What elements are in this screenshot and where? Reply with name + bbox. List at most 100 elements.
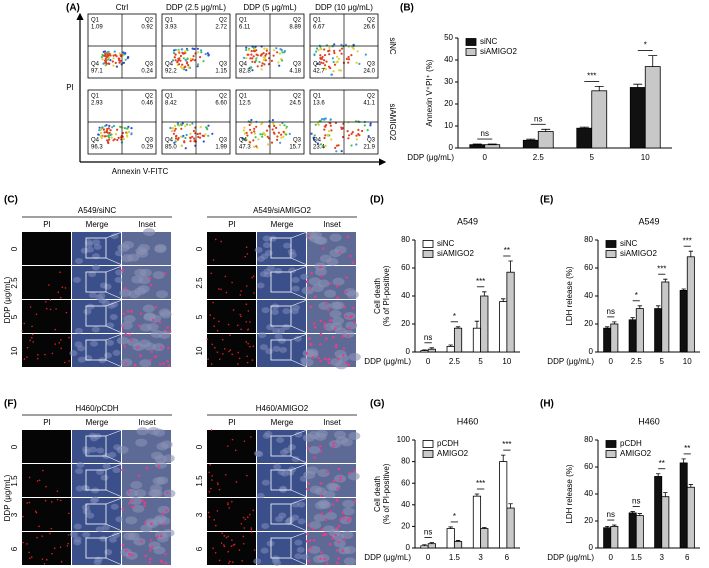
inset-line (105, 333, 123, 341)
flow-event (355, 134, 358, 137)
flow-event (108, 124, 111, 127)
pi-dot (121, 269, 124, 272)
error-bar (637, 305, 642, 309)
quadrant-name: Q4 (313, 138, 322, 144)
pi-dot (154, 355, 157, 358)
pi-dot (41, 558, 44, 560)
flow-event (276, 138, 279, 141)
flow-event (324, 144, 327, 147)
flow-event (186, 61, 189, 64)
flow-event (317, 49, 320, 52)
cell (135, 438, 148, 447)
legend-swatch (465, 38, 477, 46)
flow-event (261, 122, 264, 125)
flow-event (178, 57, 181, 60)
pi-dot (28, 551, 30, 554)
pi-dot (240, 290, 242, 292)
flow-event (328, 53, 331, 56)
error-bar (630, 317, 635, 320)
pi-dot (319, 265, 323, 269)
bar (603, 527, 612, 549)
cell (86, 303, 95, 310)
pi-dot (23, 358, 26, 360)
flow-event (172, 51, 176, 55)
pi-dot (239, 313, 242, 316)
flow-event (110, 136, 113, 139)
flow-event (252, 139, 255, 142)
flow-event (174, 59, 177, 62)
quadrant-value: 24.5 (289, 101, 301, 107)
pi-dot (244, 255, 247, 258)
pi-dot (49, 299, 52, 301)
cell (314, 487, 327, 496)
pi-dot (332, 479, 336, 483)
significance-label: ns (607, 510, 615, 519)
pi-dot (50, 501, 53, 503)
bar (591, 90, 608, 149)
pi-dot (351, 306, 355, 310)
flow-event (340, 127, 343, 131)
pi-dot (67, 534, 70, 536)
pi-dot (148, 561, 151, 564)
flow-event (130, 127, 133, 130)
row-label: 5 (195, 314, 204, 319)
legend-label: siNC (480, 37, 498, 46)
pi-dot (317, 356, 320, 360)
pi-dot (226, 445, 229, 447)
pi-dot (26, 356, 28, 358)
cell (100, 474, 109, 481)
flow-event (193, 137, 196, 140)
flow-event (334, 121, 338, 124)
y-tick-label: 40 (401, 500, 410, 509)
x-tick-label: 5 (660, 357, 665, 366)
pi-dot (327, 308, 330, 312)
y-axis-label: (% of PI-positive) (382, 265, 391, 326)
pi-dot (240, 315, 242, 318)
bar (499, 301, 508, 353)
pi-image (207, 532, 256, 565)
inset-line (290, 531, 308, 539)
cell (75, 468, 84, 475)
flow-event (171, 59, 175, 62)
cell (110, 503, 119, 510)
legend-swatch (605, 440, 617, 448)
quadrant-value: 23.4 (313, 145, 325, 151)
pi-dot (44, 353, 46, 356)
pi-dot (333, 327, 337, 330)
flow-event (193, 47, 196, 51)
flow-event (174, 53, 177, 56)
bar (644, 66, 661, 149)
flow-event (196, 132, 199, 136)
pi-dot (156, 535, 159, 539)
error-bar (482, 291, 487, 296)
pi-dot (167, 364, 171, 367)
bar (679, 462, 688, 549)
y-tick-label: 0 (589, 543, 594, 552)
cell (276, 437, 285, 444)
x-axis-label: DDP (μg/mL) (364, 357, 411, 366)
flow-event (122, 138, 125, 141)
cell (343, 557, 356, 566)
pi-dot (128, 333, 131, 337)
quadrant-name: Q3 (145, 62, 154, 68)
pi-dot (332, 335, 335, 339)
pi-dot (59, 296, 62, 299)
error-bar (526, 138, 536, 141)
flow-event (319, 56, 322, 59)
pi-dot (148, 557, 152, 561)
inset-line (290, 489, 308, 498)
quadrant-value: 1.15 (215, 69, 227, 75)
flow-event (115, 65, 118, 68)
flow-event (256, 65, 259, 68)
flow-event (106, 51, 109, 54)
pi-dot (214, 346, 216, 349)
flow-event (323, 48, 326, 51)
pi-dot (341, 549, 345, 553)
cell (291, 456, 300, 463)
cell (150, 330, 163, 339)
pi-dot (214, 238, 217, 241)
y-tick-label: 50 (444, 33, 453, 42)
flow-event (126, 57, 129, 60)
pi-dot (337, 357, 340, 360)
